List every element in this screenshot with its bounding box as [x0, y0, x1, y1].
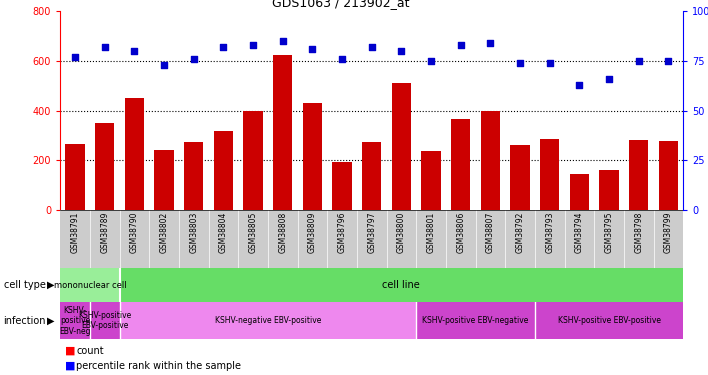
Text: GSM38807: GSM38807	[486, 212, 495, 253]
Bar	[154, 150, 173, 210]
Text: GSM38789: GSM38789	[101, 212, 109, 253]
Point	[69, 54, 81, 60]
Bar	[629, 141, 649, 210]
Bar	[535, 302, 683, 339]
Point	[396, 48, 407, 54]
Text: GSM38805: GSM38805	[249, 212, 258, 253]
Bar	[332, 162, 352, 210]
Bar	[540, 139, 559, 210]
Text: ▶: ▶	[47, 316, 55, 326]
Bar	[658, 141, 678, 210]
Point	[159, 62, 170, 68]
Bar	[481, 111, 500, 210]
Bar	[60, 268, 120, 302]
Text: GSM38792: GSM38792	[515, 212, 525, 253]
Point	[366, 44, 377, 50]
Bar	[451, 119, 470, 210]
Bar	[65, 144, 85, 210]
Point	[663, 58, 674, 64]
Text: GSM38803: GSM38803	[189, 212, 198, 253]
Point	[426, 58, 437, 64]
Text: GSM38804: GSM38804	[219, 212, 228, 253]
Bar	[125, 98, 144, 210]
Bar	[392, 83, 411, 210]
Bar	[570, 174, 589, 210]
Bar	[510, 146, 530, 210]
Point	[544, 60, 555, 66]
Title: GDS1063 / 213902_at: GDS1063 / 213902_at	[272, 0, 409, 9]
Text: KSHV-
positive
EBV-neg: KSHV- positive EBV-neg	[59, 306, 91, 336]
Point	[217, 44, 229, 50]
Text: mononuclear cell: mononuclear cell	[54, 280, 126, 290]
Bar	[421, 151, 440, 210]
Point	[129, 48, 140, 54]
Point	[455, 42, 467, 48]
Text: GSM38795: GSM38795	[605, 212, 614, 253]
Point	[336, 56, 348, 62]
Bar	[214, 130, 233, 210]
Text: KSHV-positive
EBV-positive: KSHV-positive EBV-positive	[78, 311, 131, 330]
Text: GSM38793: GSM38793	[545, 212, 554, 253]
Bar	[600, 170, 619, 210]
Text: ■: ■	[65, 361, 76, 370]
Point	[603, 76, 615, 82]
Bar	[273, 55, 292, 210]
Text: GSM38802: GSM38802	[159, 212, 169, 253]
Text: GSM38801: GSM38801	[426, 212, 435, 253]
Text: GSM38806: GSM38806	[456, 212, 465, 253]
Bar	[303, 103, 322, 210]
Text: ■: ■	[65, 346, 76, 355]
Point	[485, 40, 496, 46]
Text: GSM38799: GSM38799	[664, 212, 673, 253]
Point	[188, 56, 200, 62]
Point	[515, 60, 526, 66]
Text: GSM38798: GSM38798	[634, 212, 643, 253]
Bar	[95, 123, 114, 210]
Bar	[90, 302, 120, 339]
Bar	[244, 111, 263, 210]
Text: GSM38791: GSM38791	[71, 212, 79, 253]
Text: GSM38800: GSM38800	[397, 212, 406, 253]
Bar	[362, 142, 382, 210]
Bar	[120, 302, 416, 339]
Text: GSM38790: GSM38790	[130, 212, 139, 253]
Text: GSM38809: GSM38809	[308, 212, 317, 253]
Text: infection: infection	[4, 316, 46, 326]
Point	[307, 46, 318, 52]
Text: cell type: cell type	[4, 280, 45, 290]
Text: GSM38808: GSM38808	[278, 212, 287, 253]
Text: GSM38796: GSM38796	[338, 212, 346, 253]
Text: count: count	[76, 346, 104, 355]
Point	[277, 38, 288, 44]
Point	[573, 82, 585, 88]
Text: KSHV-negative EBV-positive: KSHV-negative EBV-positive	[215, 316, 321, 325]
Bar	[416, 302, 535, 339]
Text: percentile rank within the sample: percentile rank within the sample	[76, 361, 241, 370]
Bar	[184, 142, 203, 210]
Text: cell line: cell line	[382, 280, 421, 290]
Point	[99, 44, 110, 50]
Text: KSHV-positive EBV-positive: KSHV-positive EBV-positive	[557, 316, 661, 325]
Text: KSHV-positive EBV-negative: KSHV-positive EBV-negative	[423, 316, 529, 325]
Point	[247, 42, 258, 48]
Text: GSM38794: GSM38794	[575, 212, 584, 253]
Text: GSM38797: GSM38797	[367, 212, 376, 253]
Text: ▶: ▶	[47, 280, 55, 290]
Bar	[60, 302, 90, 339]
Point	[633, 58, 644, 64]
